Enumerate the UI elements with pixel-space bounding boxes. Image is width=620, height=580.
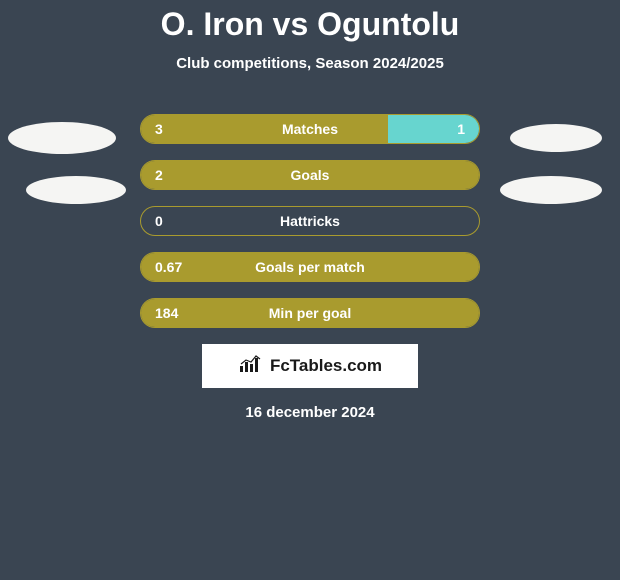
bar-value-left: 184 bbox=[155, 305, 178, 321]
bar-value-left: 0.67 bbox=[155, 259, 182, 275]
bar-fill-right bbox=[388, 115, 479, 143]
bar-fill-left bbox=[141, 115, 388, 143]
page-title: O. Iron vs Oguntolu bbox=[0, 6, 620, 43]
bar-value-left: 3 bbox=[155, 121, 163, 137]
bar-label: Goals bbox=[291, 167, 330, 183]
player-left-avatar-2 bbox=[26, 176, 126, 204]
player-right-avatar-2 bbox=[500, 176, 602, 204]
player-left-avatar-1 bbox=[8, 122, 116, 154]
bar-row-hattricks: 0 Hattricks bbox=[140, 206, 480, 236]
date-text: 16 december 2024 bbox=[0, 404, 620, 421]
bar-row-matches: 3 Matches 1 bbox=[140, 114, 480, 144]
bar-label: Matches bbox=[282, 121, 338, 137]
bar-value-left: 2 bbox=[155, 167, 163, 183]
comparison-bars: 3 Matches 1 2 Goals 0 Hattricks 0.67 Goa… bbox=[140, 92, 480, 328]
logo-box: FcTables.com bbox=[202, 344, 418, 388]
bar-label: Hattricks bbox=[280, 213, 340, 229]
header: O. Iron vs Oguntolu Club competitions, S… bbox=[0, 0, 620, 72]
logo-text: FcTables.com bbox=[270, 356, 382, 376]
bar-label: Min per goal bbox=[269, 305, 351, 321]
player-right-avatar-1 bbox=[510, 124, 602, 152]
bar-value-left: 0 bbox=[155, 213, 163, 229]
logo-chart-icon bbox=[238, 354, 264, 379]
bar-row-goals: 2 Goals bbox=[140, 160, 480, 190]
bar-row-min-per-goal: 184 Min per goal bbox=[140, 298, 480, 328]
page-subtitle: Club competitions, Season 2024/2025 bbox=[0, 55, 620, 72]
bar-row-goals-per-match: 0.67 Goals per match bbox=[140, 252, 480, 282]
bar-label: Goals per match bbox=[255, 259, 365, 275]
bar-value-right: 1 bbox=[457, 121, 465, 137]
